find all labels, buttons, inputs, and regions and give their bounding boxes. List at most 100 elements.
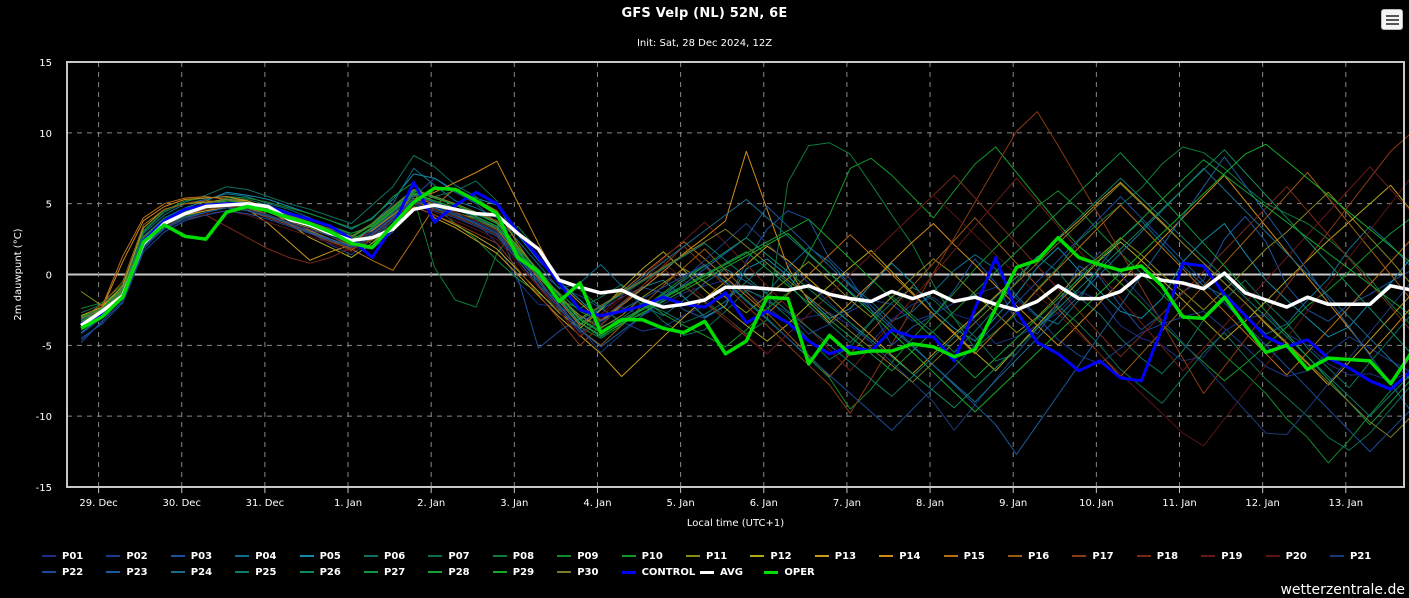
legend-item-p18[interactable]: P18 <box>1136 549 1179 563</box>
legend-item-p23[interactable]: P23 <box>106 565 148 579</box>
legend-label: P26 <box>319 566 341 578</box>
legend-label: P23 <box>126 566 148 578</box>
y-tick-label: -10 <box>36 412 52 423</box>
legend-swatch <box>557 555 572 557</box>
legend-item-p12[interactable]: P12 <box>750 549 792 563</box>
legend-label: P09 <box>577 550 599 562</box>
legend-swatch <box>428 555 443 557</box>
x-tick-label: 7. Jan <box>833 498 861 509</box>
legend-swatch <box>943 555 958 557</box>
legend-item-p19[interactable]: P19 <box>1201 549 1242 563</box>
legend-label: P12 <box>770 550 792 562</box>
credits: wetterzentrale.de <box>1280 582 1405 598</box>
legend-label: P10 <box>641 550 663 562</box>
x-tick-label: 5. Jan <box>667 498 695 509</box>
legend-label: P15 <box>963 550 985 562</box>
legend-item-p15[interactable]: P15 <box>943 549 985 563</box>
legend-item-p30[interactable]: P30 <box>557 565 598 579</box>
legend-item-p05[interactable]: P05 <box>299 549 341 563</box>
legend-label: P19 <box>1221 550 1243 562</box>
legend-label: P18 <box>1156 550 1179 562</box>
hamburger-menu-icon[interactable] <box>1381 9 1403 30</box>
legend-label: P30 <box>577 566 599 578</box>
legend-swatch <box>170 571 185 573</box>
legend-item-oper[interactable]: OPER <box>764 565 815 579</box>
legend-swatch <box>1136 555 1151 557</box>
legend-label: P13 <box>834 550 857 562</box>
legend-swatch <box>1201 555 1216 557</box>
legend-label: P20 <box>1285 550 1307 562</box>
series-line-p06 <box>80 155 1409 389</box>
legend-item-p21[interactable]: P21 <box>1330 549 1371 563</box>
legend-item-p27[interactable]: P27 <box>364 565 405 579</box>
x-tick-label: 12. Jan <box>1245 498 1280 509</box>
x-tick-label: 3. Jan <box>500 498 528 509</box>
legend-label: P16 <box>1028 550 1050 562</box>
legend-swatch <box>621 555 636 557</box>
legend-swatch <box>700 570 714 574</box>
series-line-p15 <box>80 187 1409 376</box>
legend-item-p07[interactable]: P07 <box>428 549 470 563</box>
x-tick-label: 4. Jan <box>583 498 611 509</box>
legend-swatch <box>42 555 56 557</box>
y-tick-label: 0 <box>46 271 52 282</box>
legend-item-p28[interactable]: P28 <box>428 565 470 579</box>
legend-swatch <box>299 571 314 573</box>
legend-item-p20[interactable]: P20 <box>1265 549 1307 563</box>
x-tick-label: 13. Jan <box>1329 498 1364 509</box>
legend-label: P25 <box>255 566 277 578</box>
x-tick-label: 29. Dec <box>79 498 117 509</box>
legend-label: CONTROL <box>641 566 696 578</box>
legend-swatch <box>557 571 572 573</box>
y-tick-label: 15 <box>39 58 52 69</box>
plot-frame <box>66 61 1405 488</box>
legend-item-p25[interactable]: P25 <box>235 565 276 579</box>
legend-item-p13[interactable]: P13 <box>814 549 857 563</box>
legend-item-p26[interactable]: P26 <box>299 565 341 579</box>
legend-swatch <box>621 570 636 574</box>
chart-subtitle: Init: Sat, 28 Dec 2024, 12Z <box>636 38 773 49</box>
legend-item-p01[interactable]: P01 <box>42 549 83 563</box>
legend-item-p11[interactable]: P11 <box>686 549 727 563</box>
series-line-p23 <box>80 156 1409 455</box>
legend-item-p03[interactable]: P03 <box>170 549 213 563</box>
legend-item-p16[interactable]: P16 <box>1008 549 1049 563</box>
series-group <box>80 111 1409 464</box>
legend-item-p04[interactable]: P04 <box>235 549 276 563</box>
legend-label: P28 <box>448 566 470 578</box>
legend-item-p06[interactable]: P06 <box>364 549 405 563</box>
legend-swatch <box>814 555 829 557</box>
legend-item-control[interactable]: CONTROL <box>621 565 696 579</box>
series-line-p20 <box>80 179 1409 447</box>
legend-item-p09[interactable]: P09 <box>557 549 598 563</box>
legend-label: P14 <box>899 550 921 562</box>
legend-swatch <box>1265 555 1280 557</box>
series-line-p21 <box>80 198 1409 436</box>
legend-label: OPER <box>784 566 815 578</box>
legend-swatch <box>170 555 185 557</box>
legend-swatch <box>235 571 250 573</box>
series-line-p07 <box>80 180 1409 451</box>
legend-item-p10[interactable]: P10 <box>621 549 663 563</box>
legend-item-p17[interactable]: P17 <box>1072 549 1114 563</box>
x-tick-label: 1. Jan <box>334 498 362 509</box>
legend-item-p08[interactable]: P08 <box>492 549 534 563</box>
legend-item-p02[interactable]: P02 <box>106 549 148 563</box>
series-line-control <box>80 180 1409 391</box>
series-line-p12 <box>80 184 1409 372</box>
legend-item-p29[interactable]: P29 <box>492 565 534 579</box>
legend-item-avg[interactable]: AVG <box>700 565 743 579</box>
legend-swatch <box>1008 555 1022 557</box>
x-tick-label: 2. Jan <box>417 498 445 509</box>
legend-swatch <box>235 555 250 557</box>
legend-label: P27 <box>384 566 406 578</box>
legend-label: P05 <box>319 550 341 562</box>
y-axis: 15 10 5 0 -5 -10 -15 <box>36 58 52 494</box>
legend-item-p22[interactable]: P22 <box>42 565 83 579</box>
legend-label: P03 <box>190 550 213 562</box>
legend-item-p14[interactable]: P14 <box>879 549 920 563</box>
legend-label: P22 <box>62 566 84 578</box>
legend-swatch <box>750 555 765 557</box>
legend-item-p24[interactable]: P24 <box>170 565 212 579</box>
